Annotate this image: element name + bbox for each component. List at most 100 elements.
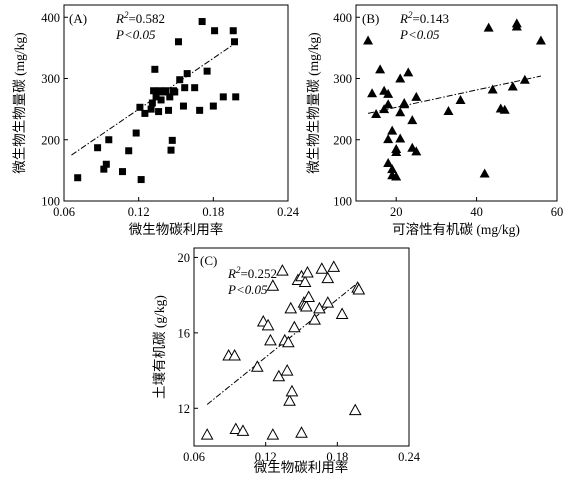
data-point bbox=[125, 147, 133, 155]
data-point bbox=[147, 105, 155, 113]
data-point bbox=[535, 35, 546, 45]
data-point bbox=[171, 88, 179, 96]
panel-c-ylabel: 土壤有机碳 (g/kg) bbox=[151, 295, 167, 399]
data-point bbox=[261, 318, 275, 331]
data-point bbox=[155, 108, 163, 116]
data-point bbox=[383, 158, 394, 168]
data-point bbox=[200, 428, 214, 440]
data-point bbox=[395, 107, 406, 117]
data-point bbox=[236, 424, 250, 436]
x-tick-label: 60 bbox=[551, 205, 564, 219]
x-tick-label: 0.06 bbox=[53, 205, 75, 219]
data-point bbox=[157, 96, 165, 104]
data-point bbox=[321, 271, 335, 284]
y-tick-label: 20 bbox=[178, 251, 191, 265]
data-point bbox=[335, 307, 349, 319]
x-tick-label: 0.12 bbox=[255, 450, 277, 464]
data-point bbox=[105, 136, 113, 144]
data-point bbox=[272, 369, 286, 382]
data-point bbox=[308, 313, 321, 325]
y-tick-label: 100 bbox=[41, 195, 60, 209]
data-point bbox=[266, 279, 280, 291]
data-point bbox=[174, 38, 182, 46]
x-tick-label: 0.18 bbox=[202, 205, 224, 219]
data-point bbox=[315, 262, 329, 274]
data-point bbox=[74, 174, 82, 182]
x-tick-label: 0.24 bbox=[277, 205, 300, 219]
data-point bbox=[379, 104, 390, 114]
data-point bbox=[375, 64, 386, 74]
panel-c-ticks: 0.06 0.12 0.18 0.24 12 16 20 bbox=[178, 251, 421, 464]
panel-b-ticks: 20 40 60 100 200 300 400 bbox=[333, 11, 563, 219]
data-point bbox=[219, 93, 227, 101]
data-point bbox=[285, 384, 299, 397]
data-point bbox=[167, 146, 175, 154]
data-point bbox=[383, 88, 394, 98]
data-point bbox=[287, 320, 301, 333]
panel-a-ylabel: 微生物生物量碳 (mg/kg) bbox=[12, 32, 27, 173]
panel-a-p: P<0.05 bbox=[115, 27, 156, 42]
panel-b-points bbox=[363, 18, 546, 181]
data-point bbox=[250, 360, 264, 372]
data-point bbox=[165, 106, 173, 114]
data-point bbox=[211, 27, 219, 35]
data-point bbox=[136, 103, 144, 111]
panel-c-points bbox=[200, 260, 366, 440]
data-point bbox=[403, 67, 414, 77]
data-point bbox=[132, 129, 140, 137]
data-point bbox=[487, 84, 498, 94]
y-tick-label: 200 bbox=[41, 133, 60, 147]
data-point bbox=[141, 109, 149, 117]
data-point bbox=[162, 87, 170, 95]
data-point bbox=[298, 275, 312, 287]
x-tick-label: 0.06 bbox=[183, 450, 205, 464]
panel-a-points bbox=[71, 18, 240, 184]
data-point bbox=[348, 403, 362, 416]
y-tick-label: 100 bbox=[333, 195, 352, 209]
data-point bbox=[150, 87, 158, 95]
data-point bbox=[387, 164, 398, 174]
data-point bbox=[166, 93, 174, 101]
x-tick-label: 0.24 bbox=[398, 450, 421, 464]
data-point bbox=[407, 115, 418, 125]
data-point bbox=[137, 176, 145, 184]
data-point bbox=[183, 70, 191, 78]
x-tick-label: 40 bbox=[470, 205, 483, 219]
data-point bbox=[176, 76, 184, 84]
data-point bbox=[264, 333, 277, 346]
panel-c-frame bbox=[193, 247, 410, 447]
data-point bbox=[399, 98, 410, 107]
y-tick-label: 300 bbox=[333, 72, 352, 86]
data-point bbox=[352, 282, 366, 295]
data-point bbox=[229, 422, 243, 435]
x-tick-label: 0.12 bbox=[128, 205, 150, 219]
data-point bbox=[148, 99, 156, 107]
panel-a-ticks: 0.06 0.12 0.18 0.24 100 200 300 400 bbox=[41, 11, 299, 219]
data-point bbox=[321, 296, 335, 308]
panel-b-letter: (B) bbox=[362, 11, 379, 26]
data-point bbox=[511, 18, 522, 28]
y-tick-label: 400 bbox=[333, 11, 352, 25]
panel-a-r2: R2=0.582 bbox=[115, 10, 165, 26]
data-point bbox=[313, 301, 326, 314]
panel-a-xlabel: 微生物碳利用率 bbox=[129, 221, 224, 237]
data-point bbox=[367, 88, 378, 98]
data-point bbox=[519, 74, 530, 84]
data-point bbox=[507, 81, 518, 91]
data-point bbox=[191, 84, 199, 92]
data-point bbox=[483, 22, 494, 32]
data-point bbox=[168, 136, 176, 144]
y-tick-label: 12 bbox=[178, 402, 191, 416]
data-point bbox=[479, 168, 490, 178]
panel-a-letter: (A) bbox=[69, 11, 87, 26]
data-point bbox=[395, 133, 406, 143]
data-point bbox=[411, 146, 422, 156]
data-point bbox=[203, 67, 211, 75]
y-tick-label: 400 bbox=[41, 11, 60, 25]
data-point bbox=[391, 171, 402, 181]
panel-b-frame bbox=[355, 4, 558, 202]
data-point bbox=[232, 93, 240, 101]
data-point bbox=[118, 168, 126, 176]
data-point bbox=[411, 91, 422, 101]
